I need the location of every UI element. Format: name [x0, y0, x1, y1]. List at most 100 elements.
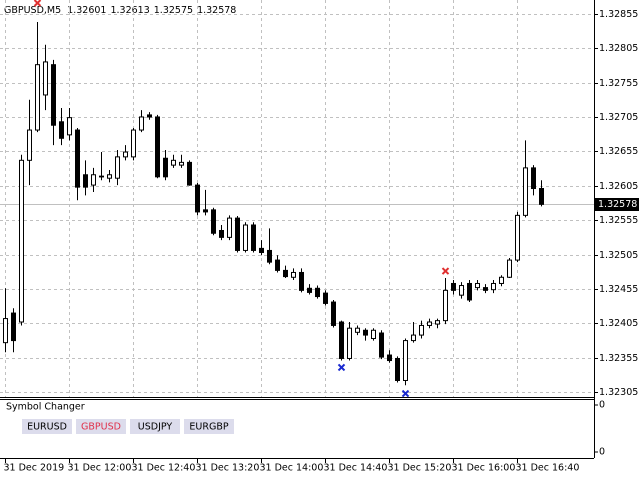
candle-body [539, 188, 544, 205]
symbol-button-label: EURUSD [27, 422, 67, 433]
x-tick-label: 31 Dec 13:20 [196, 463, 260, 474]
candle-body [403, 340, 408, 381]
candle-body [355, 327, 360, 333]
y-tick-label: 1.32705 [599, 112, 638, 123]
candle-body [363, 329, 368, 336]
candle-body [187, 161, 192, 186]
candle-body [307, 287, 312, 293]
y-tick-label: 1.32655 [599, 146, 638, 157]
x-tick-label: 31 Dec 12:00 [68, 463, 132, 474]
candle-body [35, 64, 40, 131]
symbol-button[interactable] [22, 419, 72, 434]
candle-body [11, 312, 16, 342]
buy-arrow [337, 363, 346, 372]
candle-body [515, 214, 520, 261]
candle-body [99, 175, 104, 178]
candle-body [3, 318, 8, 344]
sell-arrow-stroke [441, 267, 450, 275]
header-low: 1.32575 [154, 5, 193, 16]
candle-body [259, 247, 264, 254]
x-tick-label: 31 Dec 14:00 [260, 463, 324, 474]
candle-body [387, 354, 392, 362]
sub-y-tick-label: 0 [599, 447, 605, 458]
candle-body [179, 161, 184, 166]
y-tick-label: 1.32605 [599, 181, 638, 192]
sub-y-tick-label: 0 [599, 400, 605, 411]
y-tick-label: 1.32455 [599, 284, 638, 295]
candle-body [491, 282, 496, 291]
candle-body [243, 224, 248, 251]
y-tick-label: 1.32805 [599, 43, 638, 54]
candle-body [299, 271, 304, 291]
x-tick-label: 31 Dec 16:00 [452, 463, 516, 474]
candle-body [291, 271, 296, 278]
candle-body [315, 287, 320, 298]
symbol-button[interactable] [130, 419, 180, 434]
chart-header: GBPUSD,M5 1.32601 1.32613 1.32575 1.32578 [4, 5, 236, 16]
candle-body [19, 159, 24, 323]
y-tick-label: 1.32755 [599, 78, 638, 89]
header-high: 1.32613 [110, 5, 149, 16]
candle-body [163, 157, 168, 178]
candle-body [123, 151, 128, 158]
candle-body [155, 116, 160, 178]
header-open: 1.32601 [67, 5, 106, 16]
sell-arrow-stroke [33, 0, 42, 7]
buy-arrow-stroke [337, 363, 346, 372]
candle-body [139, 116, 144, 131]
candle-body [203, 209, 208, 213]
buy-arrow-stroke [401, 389, 410, 398]
candle-body [427, 321, 432, 326]
candle-body [83, 174, 88, 188]
candle-body [51, 64, 56, 126]
candle-body [451, 282, 456, 291]
candle-body [211, 209, 216, 234]
y-tick-label: 1.32305 [599, 387, 638, 398]
candle-body [435, 320, 440, 325]
candle-body [499, 276, 504, 284]
candle-body [531, 167, 536, 190]
candle-body [115, 156, 120, 179]
candle-body [267, 249, 272, 263]
candle-body [443, 289, 448, 322]
candle-body [339, 321, 344, 359]
symbol-button[interactable] [76, 419, 126, 434]
candle-body [379, 332, 384, 358]
x-tick-label: 31 Dec 15:20 [388, 463, 452, 474]
candle-body [227, 217, 232, 238]
candle-body [67, 117, 72, 136]
candle-body [235, 217, 240, 251]
candle-body [331, 301, 336, 326]
symbol-button-label: EURGBP [189, 422, 228, 433]
y-tick-label: 1.32855 [599, 9, 638, 20]
sell-arrow [441, 267, 450, 275]
candle-body [419, 324, 424, 336]
header-close: 1.32578 [197, 5, 236, 16]
candle-body [459, 285, 464, 296]
symbol-button[interactable] [184, 419, 234, 434]
symbol: GBPUSD,M5 [4, 5, 61, 16]
candle-body [107, 174, 112, 179]
symbol-button-label: USDJPY [138, 422, 173, 433]
x-tick-label: 31 Dec 2019 [4, 463, 65, 474]
x-tick-label: 31 Dec 14:40 [324, 463, 388, 474]
candle-body [195, 184, 200, 213]
candle-body [251, 224, 256, 251]
candle-body [411, 334, 416, 342]
candle-body [131, 129, 136, 158]
candle-body [219, 229, 224, 238]
subwindow-title: Symbol Changer [6, 402, 85, 413]
current-price-label: 1.32578 [598, 199, 637, 210]
candle-body [27, 129, 32, 161]
symbol-button-label: GBPUSD [81, 422, 121, 433]
y-tick-label: 1.32405 [599, 318, 638, 329]
candle-body [75, 129, 80, 188]
sell-arrow [33, 0, 42, 7]
candle-body [507, 259, 512, 278]
candle-body [147, 114, 152, 118]
candle-body [395, 357, 400, 381]
y-tick-label: 1.32355 [599, 353, 638, 364]
x-tick-label: 31 Dec 16:40 [516, 463, 580, 474]
